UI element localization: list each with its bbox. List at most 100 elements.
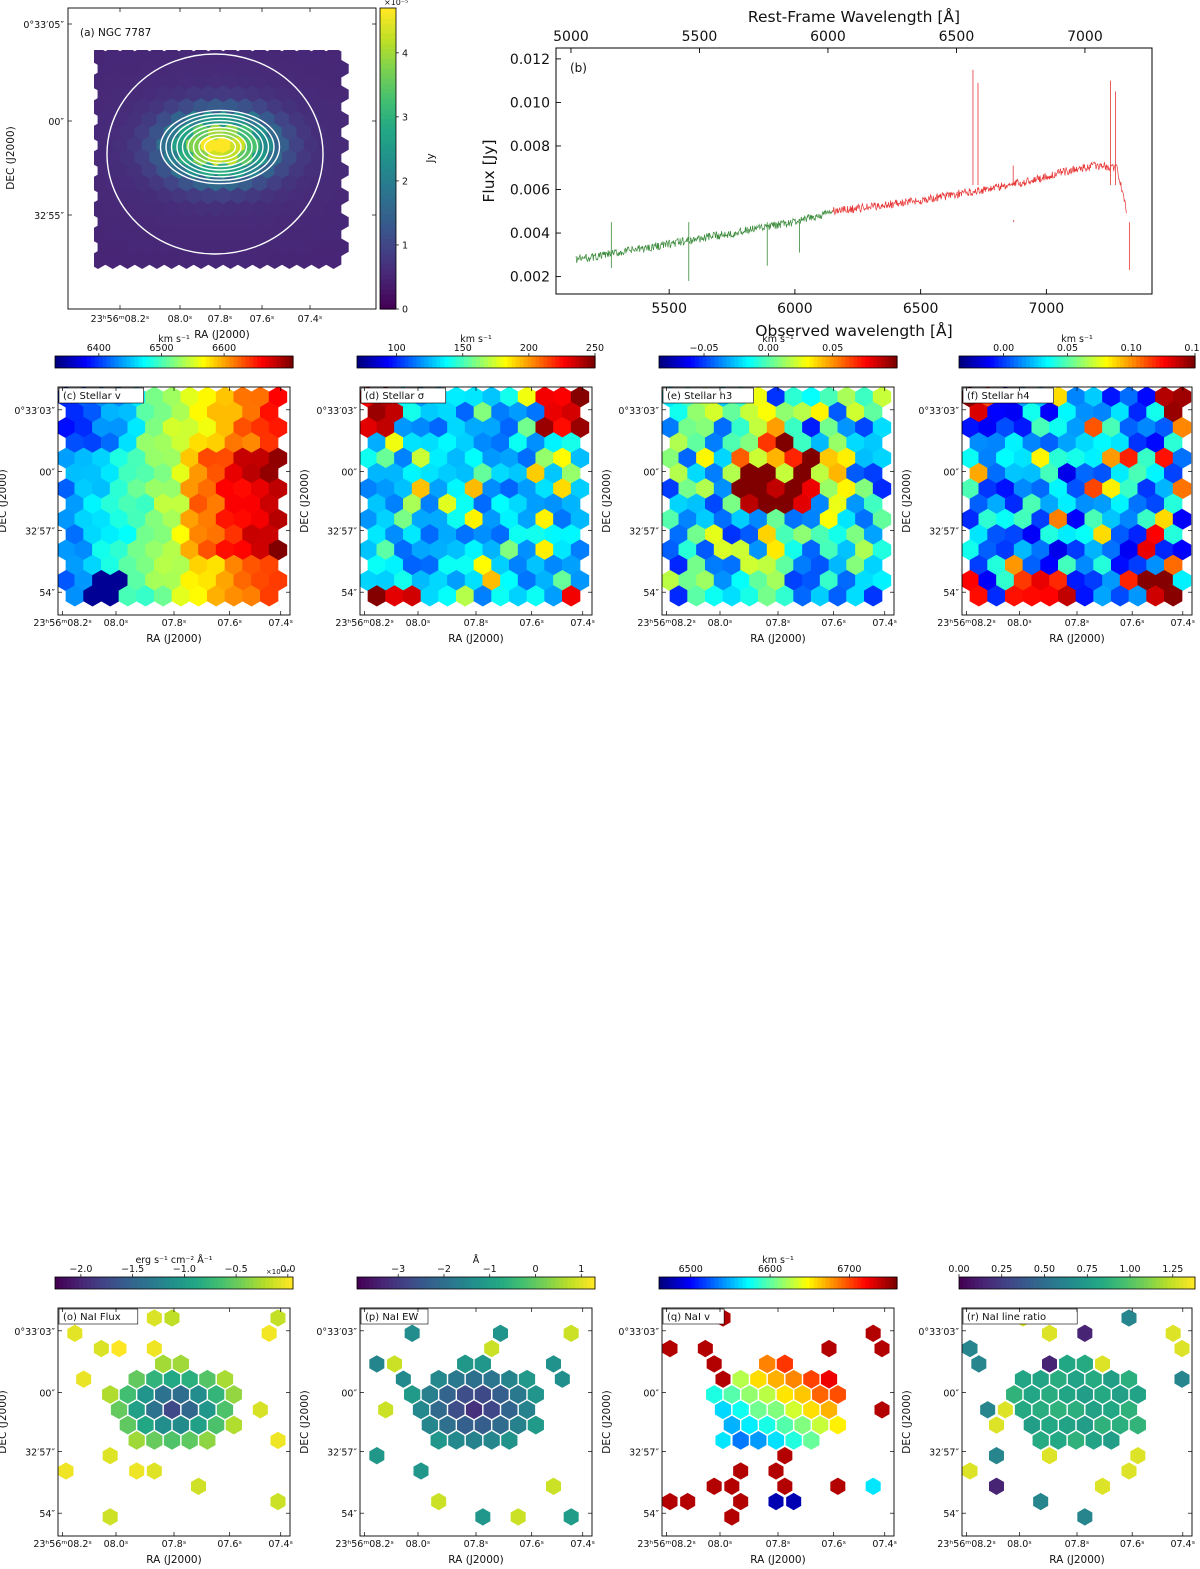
colorbar-segment — [885, 1277, 890, 1289]
hex-bin — [863, 401, 883, 423]
contour-line — [187, 126, 253, 168]
hex-bin — [1129, 1385, 1146, 1404]
y-tick-label: 54″ — [39, 1509, 55, 1520]
hex-bin — [1120, 1400, 1138, 1420]
hex-bin — [501, 1400, 518, 1420]
hex-bin — [180, 508, 199, 530]
hex-bin — [526, 554, 546, 576]
colorbar-segment — [535, 1277, 541, 1289]
hex-bin — [1112, 1415, 1129, 1435]
hex-bin — [429, 508, 448, 530]
colorbar-segment — [1088, 1277, 1094, 1289]
hex-bin — [102, 1447, 118, 1465]
hex-bin — [837, 417, 856, 439]
colorbar-segment — [380, 128, 396, 135]
x-tick-label: 07.8ˢ — [766, 618, 791, 629]
hex-bin — [1077, 1508, 1093, 1526]
hex-bin — [110, 1400, 128, 1420]
colorbar-segment — [1077, 1277, 1082, 1289]
x2-axis-label: Rest-Frame Wavelength [Å] — [748, 7, 960, 26]
hex-bin — [141, 59, 158, 78]
colorbar-segment — [380, 88, 396, 94]
hex-bin — [136, 585, 155, 607]
hex-bin — [145, 570, 164, 592]
colorbar-segment — [730, 1277, 735, 1289]
hex-bin — [171, 493, 191, 515]
colorbar-segment — [1065, 356, 1070, 368]
hex-bin — [207, 98, 224, 116]
hex-bin — [146, 1462, 162, 1480]
hex-bin — [325, 123, 342, 142]
colorbar-segment — [98, 1277, 104, 1289]
hex-bin — [207, 251, 224, 269]
x-tick-label: 07.6ˢ — [821, 1539, 846, 1550]
hex-bin — [118, 554, 138, 576]
x-tick-label: 07.4ˢ — [872, 618, 897, 629]
colorbar-tick-label: 6700 — [837, 1264, 861, 1275]
colorbar-segment — [380, 178, 396, 185]
hex-bin — [1120, 1369, 1138, 1389]
hex-bin — [1093, 524, 1112, 546]
colorbar-segment — [889, 1277, 894, 1289]
hex-bin — [274, 161, 290, 180]
hex-bin — [222, 72, 239, 91]
hex-bin — [1040, 432, 1059, 454]
hex-bin — [178, 200, 195, 218]
colorbar-segment — [706, 1277, 712, 1289]
y-axis-label: DEC (J2000) — [601, 469, 613, 532]
hex-bin — [1067, 1400, 1085, 1420]
hex-bin — [491, 401, 510, 423]
hex-bin — [1057, 493, 1077, 515]
hex-bin — [1033, 1492, 1049, 1511]
colorbar-segment — [436, 356, 441, 368]
hex-bin — [696, 539, 715, 561]
colorbar-segment — [380, 258, 396, 265]
hex-bin — [206, 432, 226, 454]
hex-bin — [251, 417, 270, 439]
colorbar-segment — [974, 1277, 980, 1289]
colorbar-segment — [269, 1277, 274, 1289]
hex-bin — [662, 1339, 678, 1358]
hex-bin — [863, 585, 883, 607]
hex-bin — [261, 1324, 277, 1342]
hex-bin — [1163, 462, 1183, 485]
x-axis-label: RA (J2000) — [448, 633, 503, 645]
hex-bin — [491, 554, 510, 576]
colorbar-segment — [893, 1277, 898, 1289]
hex-bin — [855, 539, 874, 561]
hex-bin — [784, 478, 803, 500]
colorbar-segment — [126, 1277, 131, 1289]
colorbar-segment — [998, 1277, 1003, 1289]
hex-bin — [750, 1400, 767, 1420]
hex-bin — [189, 401, 208, 423]
colorbar-segment — [1049, 356, 1054, 368]
hex-bin — [163, 98, 180, 116]
hex-bin — [296, 174, 312, 193]
hex-bin — [421, 1415, 438, 1435]
colorbar-segment — [1100, 356, 1106, 368]
hex-bin — [978, 417, 997, 439]
hex-bin — [288, 85, 305, 104]
x-tick-label: 23ʰ56ᵐ08.2ˢ — [637, 618, 696, 629]
hex-bin — [810, 401, 830, 423]
hex-bin — [438, 432, 457, 454]
colorbar-segment — [1053, 1277, 1058, 1289]
hex-bin — [1031, 539, 1050, 561]
hex-bin — [127, 478, 146, 500]
y-axis-label: DEC (J2000) — [601, 1390, 613, 1453]
hex-bin — [1059, 1385, 1076, 1404]
colorbar-segment — [273, 356, 278, 368]
y-tick-label: 0°33′03″ — [918, 406, 959, 417]
colorbar-q: 6500 6600 6700 — [658, 1264, 898, 1290]
hex-bin — [318, 187, 334, 206]
hex-bin — [311, 200, 327, 218]
hex-bin — [829, 1385, 846, 1404]
y-tick-label: 0.008 — [510, 139, 550, 155]
hex-bin — [561, 462, 581, 485]
hex-bin — [696, 508, 715, 530]
colorbar-segment — [758, 356, 763, 368]
colorbar-tick-label: 0.0 — [280, 1264, 295, 1275]
hex-bin — [171, 85, 187, 104]
hex-bin — [687, 462, 706, 485]
